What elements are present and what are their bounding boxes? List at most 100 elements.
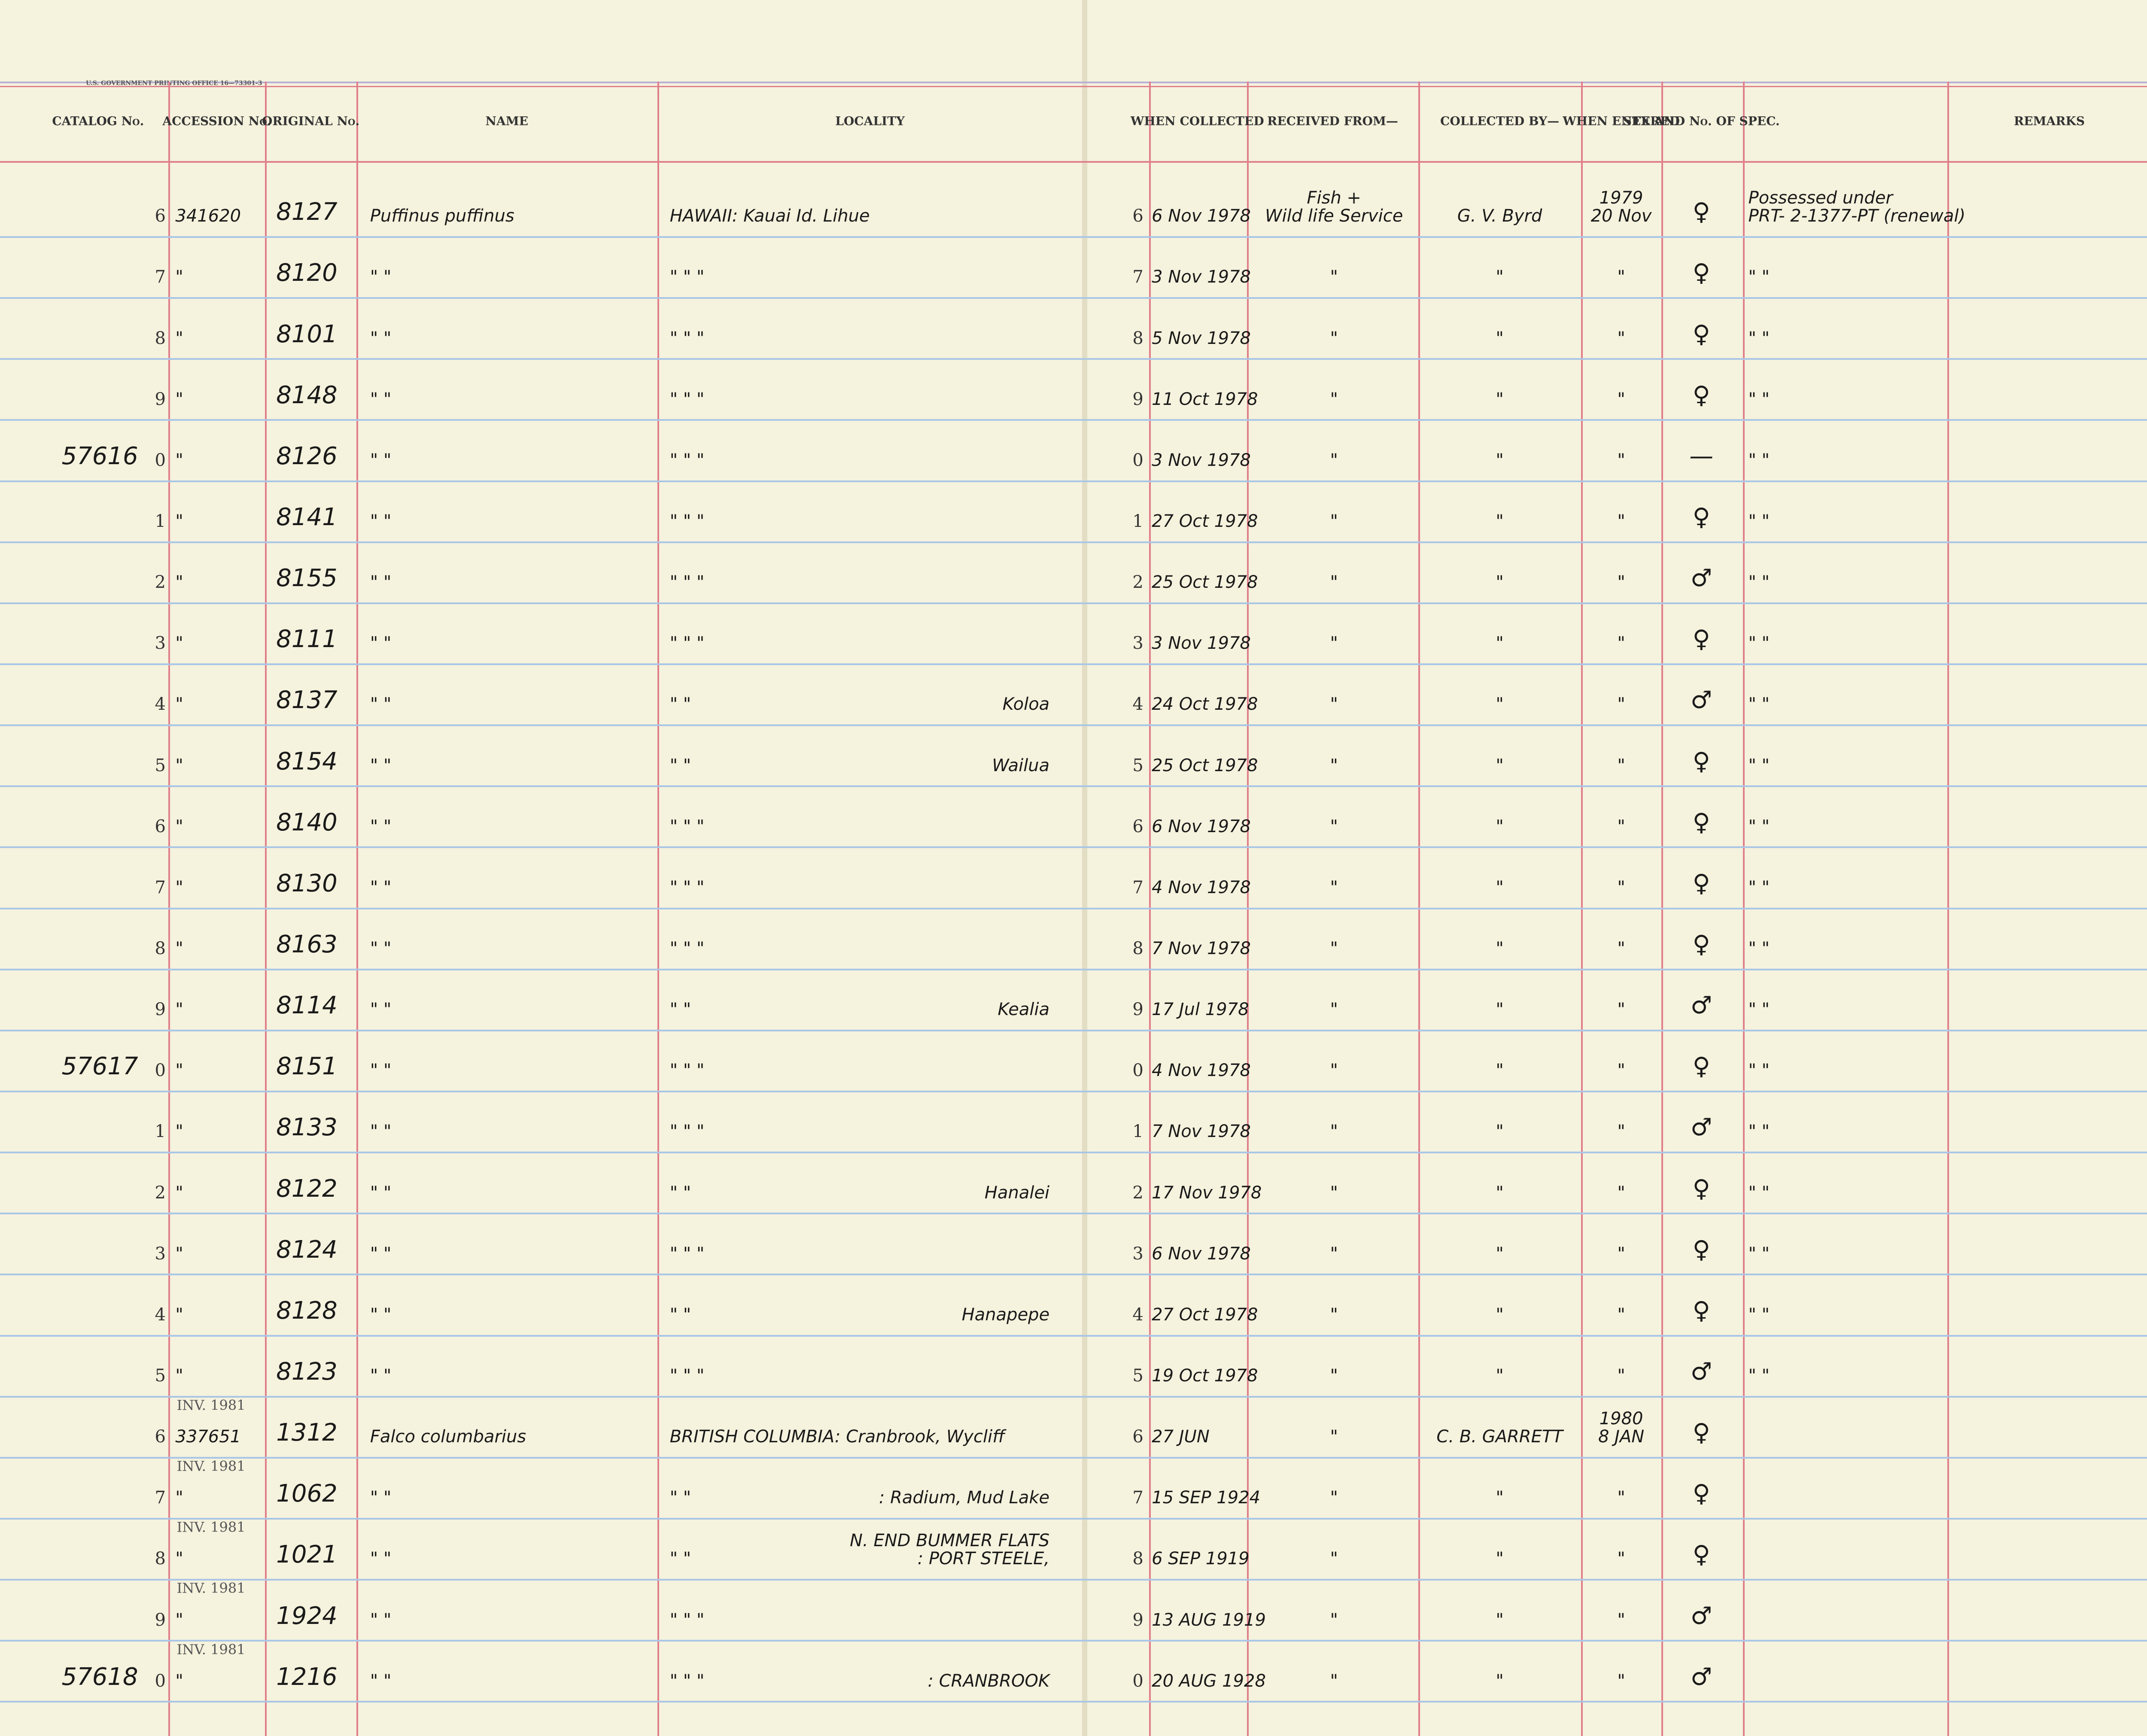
row-rule xyxy=(0,419,2147,421)
cell-date: 6 SEP 1919 xyxy=(1152,1549,1250,1569)
cell-date: 11 Oct 1978 xyxy=(1152,389,1258,409)
cell-recv: " xyxy=(1330,572,1338,593)
cell-cn: 2 xyxy=(1132,1183,1143,1203)
cell-cn: 3 xyxy=(1132,633,1143,654)
cell-n: 3 xyxy=(155,633,166,654)
cell-recv: " xyxy=(1330,633,1338,654)
cell-name: " " xyxy=(370,450,392,470)
cell-cn: 7 xyxy=(1132,267,1143,287)
cell-name: " " xyxy=(370,633,392,654)
cell-ent: " xyxy=(1617,1671,1625,1691)
cell-n: 0 xyxy=(155,1061,166,1081)
cell-n: 0 xyxy=(155,1671,166,1691)
cell-ent: " xyxy=(1617,1000,1625,1020)
cell-loc: " " xyxy=(669,1304,691,1325)
row-rule xyxy=(0,1456,2147,1459)
cell-rem: " " xyxy=(1748,1122,1770,1142)
cell-recv: " xyxy=(1330,1122,1338,1142)
column-header: SEX AND No. OF SPEC. xyxy=(1623,114,1780,128)
column-header: COLLECTED BY— xyxy=(1440,114,1560,128)
cell-ent: " xyxy=(1617,328,1625,348)
cell-sex: ♀ xyxy=(1692,381,1710,409)
cell-loc: " " " xyxy=(669,1671,705,1691)
cell-name: " " xyxy=(370,389,392,409)
cell-acc: " xyxy=(175,1000,183,1020)
cell-orig: 8122 xyxy=(276,1174,338,1203)
cell-sex: ♂ xyxy=(1691,1602,1712,1630)
cell-cat: 57616 xyxy=(61,442,138,470)
cell-name: " " xyxy=(370,755,392,775)
column-header: LOCALITY xyxy=(835,114,905,128)
cell-loc: " " xyxy=(669,1183,691,1203)
cell-acc: " xyxy=(175,389,183,409)
row-rule xyxy=(0,846,2147,848)
cell-acc: " xyxy=(175,816,183,836)
cell-ent: " xyxy=(1617,511,1625,531)
cell-loc: " " " xyxy=(669,633,705,654)
column-header: ORIGINAL No. xyxy=(262,114,360,128)
cell-recv: " xyxy=(1330,328,1338,348)
cell-locr: Kealia xyxy=(997,1000,1050,1020)
cell-note: INV. 1981 xyxy=(176,1641,246,1657)
cell-recv: " xyxy=(1330,1488,1338,1508)
cell-name: " " xyxy=(370,1183,392,1203)
cell-recv: " xyxy=(1330,267,1338,287)
cell-sex: ♀ xyxy=(1692,870,1710,898)
cell-cn: 5 xyxy=(1132,1366,1143,1386)
cell-ent: " xyxy=(1617,1061,1625,1081)
header-rule xyxy=(0,161,2147,163)
cell-orig: 8123 xyxy=(276,1358,338,1386)
cell-rem: " " xyxy=(1748,816,1770,836)
cell-name: " " xyxy=(370,1610,392,1630)
cell-n: 7 xyxy=(155,1488,166,1508)
cell-date: 25 Oct 1978 xyxy=(1152,755,1258,775)
cell-acc: " xyxy=(175,511,183,531)
cell-acc: 341620 xyxy=(175,206,241,226)
cell-ent: " xyxy=(1617,755,1625,775)
cell-recv: " xyxy=(1330,694,1338,714)
row-rule xyxy=(0,602,2147,604)
cell-ent: " xyxy=(1617,1366,1625,1386)
cell-date: 15 SEP 1924 xyxy=(1152,1488,1261,1508)
cell-sex: ♀ xyxy=(1692,1297,1710,1325)
row-rule xyxy=(0,1029,2147,1031)
row-rule xyxy=(0,480,2147,482)
cell-acc: 337651 xyxy=(175,1427,241,1447)
cell-orig: 8151 xyxy=(276,1052,338,1081)
cell-acc: " xyxy=(175,1610,183,1630)
cell-cn: 8 xyxy=(1132,328,1143,348)
cell-loc: " " " xyxy=(669,511,705,531)
cell-cn: 6 xyxy=(1132,206,1143,226)
row-rule xyxy=(0,1395,2147,1398)
cell-name: " " xyxy=(370,1549,392,1569)
cell-ent: " xyxy=(1617,267,1625,287)
cell-n: 9 xyxy=(155,1000,166,1020)
cell-cn: 4 xyxy=(1132,1304,1143,1325)
cell-sex: ♀ xyxy=(1692,259,1710,287)
cell-orig: 1062 xyxy=(276,1480,338,1508)
cell-date: 27 Oct 1978 xyxy=(1152,511,1258,531)
cell-name: " " xyxy=(370,1000,392,1020)
cell-n: 5 xyxy=(155,1366,166,1386)
cell-rem: " " xyxy=(1748,1243,1770,1264)
cell-cn: 3 xyxy=(1132,1243,1143,1264)
cell-loc: " " " xyxy=(669,877,705,897)
cell-rem: " " xyxy=(1748,389,1770,409)
cell-orig: 8127 xyxy=(276,198,338,226)
column-header: REMARKS xyxy=(2013,114,2085,128)
cell-acc: " xyxy=(175,1549,183,1569)
printer-line: U.S. GOVERNMENT PRINTING OFFICE 16—73301… xyxy=(86,80,262,87)
cell-ent: " xyxy=(1617,816,1625,836)
cell-n: 2 xyxy=(155,572,166,593)
row-rule xyxy=(0,907,2147,909)
cell-coll: " xyxy=(1496,511,1504,531)
cell-date: 4 Nov 1978 xyxy=(1152,1061,1251,1081)
row-rule xyxy=(0,785,2147,787)
cell-acc: " xyxy=(175,755,183,775)
cell-ent: " xyxy=(1617,389,1625,409)
cell-acc: " xyxy=(175,1183,183,1203)
cell-date: 7 Nov 1978 xyxy=(1152,938,1251,958)
cell-cn: 7 xyxy=(1132,877,1143,897)
cell-n: 5 xyxy=(155,755,166,775)
row-rule xyxy=(0,541,2147,543)
